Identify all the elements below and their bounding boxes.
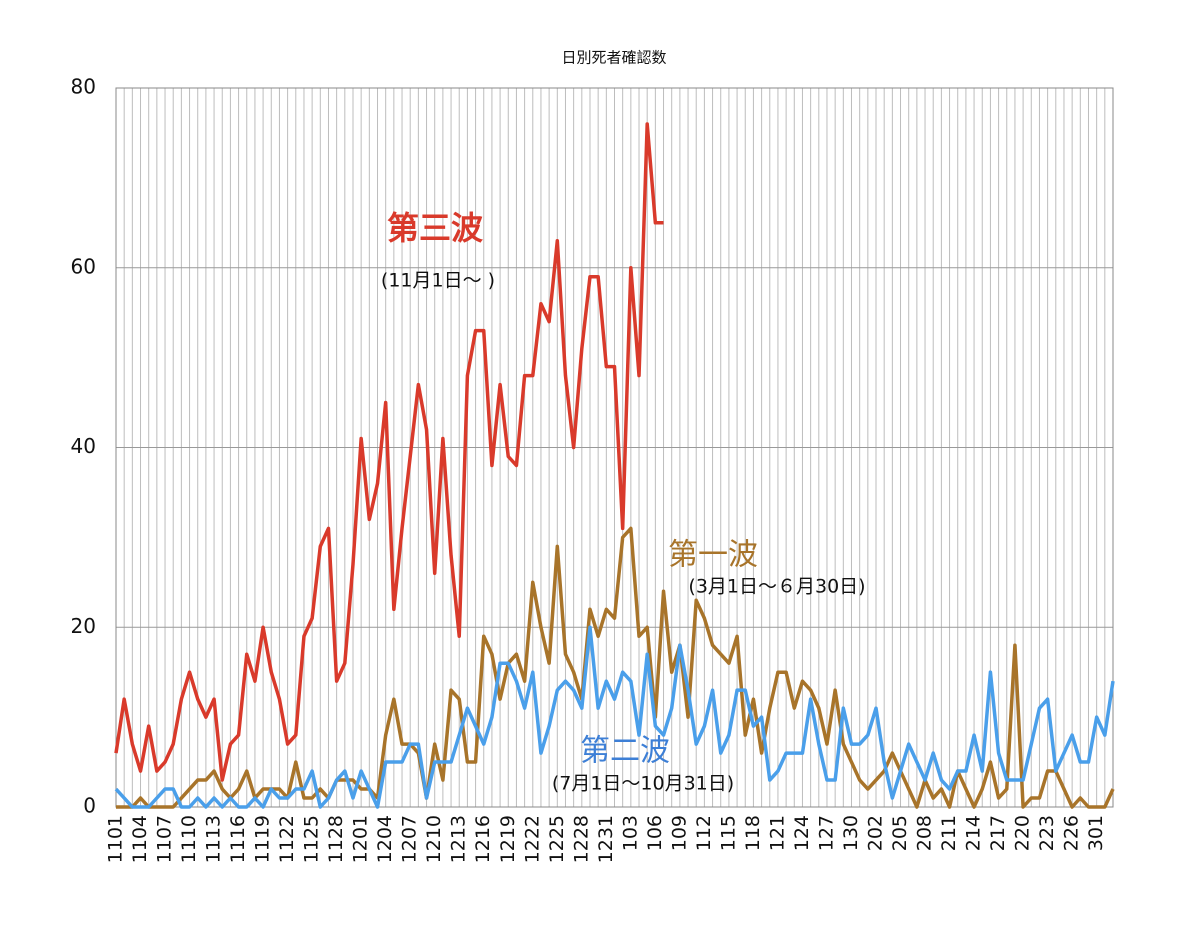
x-tick-label: 109 [668, 815, 690, 851]
x-tick-label: 127 [815, 815, 837, 851]
x-tick-label: 1104 [129, 815, 151, 863]
y-tick-label: 40 [71, 434, 96, 458]
x-tick-label: 1216 [472, 815, 494, 863]
y-tick-label: 60 [71, 254, 96, 278]
x-tick-label: 1110 [178, 815, 200, 863]
x-tick-label: 1207 [399, 815, 421, 863]
series-label: 第二波 [580, 734, 670, 769]
series-label: 第一波 [668, 538, 758, 573]
x-tick-label: 121 [766, 815, 788, 851]
x-tick-label: 1204 [374, 815, 396, 863]
x-tick-label: 112 [693, 815, 715, 851]
annotation: (3月1日〜６月30日) [688, 576, 865, 598]
y-tick-label: 0 [83, 794, 96, 818]
x-tick-label: 118 [742, 815, 764, 851]
x-tick-label: 115 [717, 815, 739, 851]
annotation: (7月1日〜10月31日) [552, 773, 734, 795]
lines [114, 122, 1115, 809]
x-tick-label: 1125 [301, 815, 323, 863]
x-tick-label: 1119 [252, 815, 274, 863]
series-line [114, 625, 1115, 809]
x-tick-label: 1201 [350, 815, 372, 863]
series-label: 第三波 [387, 209, 483, 247]
x-tick-label: 130 [840, 815, 862, 851]
x-tick-label: 1116 [227, 815, 249, 863]
x-tick-label: 1128 [325, 815, 347, 863]
x-tick-label: 1222 [521, 815, 543, 863]
chart-title: 日別死者確認数 [561, 49, 666, 67]
y-tick-label: 80 [71, 75, 96, 99]
series-line [114, 122, 664, 782]
annotation: (11月1日〜 ) [381, 270, 495, 292]
x-tick-label: 1228 [570, 815, 592, 863]
series-line [116, 526, 1115, 809]
x-tick-label: 1210 [423, 815, 445, 863]
x-tick-label: 205 [889, 815, 911, 851]
x-tick-label: 1113 [203, 815, 225, 863]
x-tick-label: 1101 [105, 815, 127, 863]
x-tick-label: 226 [1061, 815, 1083, 851]
x-tick-label: 1122 [276, 815, 298, 863]
x-tick-label: 1219 [497, 815, 519, 863]
x-tick-label: 220 [1012, 815, 1034, 851]
plot-frame [115, 87, 1114, 808]
x-tick-label: 208 [914, 815, 936, 851]
x-tick-label: 1107 [154, 815, 176, 863]
x-tick-label: 217 [987, 815, 1009, 851]
x-tick-label: 1231 [595, 815, 617, 863]
x-tick-label: 211 [938, 815, 960, 851]
x-tick-label: 202 [865, 815, 887, 851]
grid [115, 87, 1114, 808]
x-tick-label: 223 [1036, 815, 1058, 851]
x-tick-label: 124 [791, 815, 813, 851]
y-tick-label: 20 [71, 614, 96, 638]
x-tick-label: 1213 [448, 815, 470, 863]
x-tick-label: 301 [1085, 815, 1107, 851]
x-tick-label: 214 [963, 815, 985, 851]
x-tick-label: 1225 [546, 815, 568, 863]
x-tick-label: 106 [644, 815, 666, 851]
x-tick-label: 103 [619, 815, 641, 851]
